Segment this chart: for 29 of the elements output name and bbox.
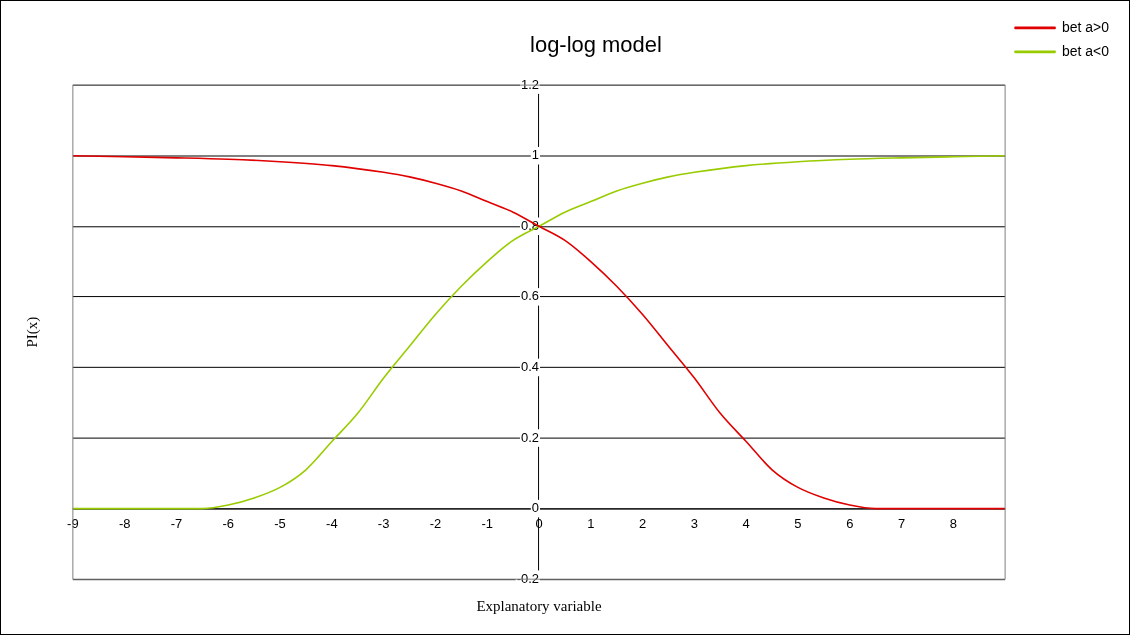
x-tick-label: 3 bbox=[690, 515, 698, 531]
legend-label: bet a>0 bbox=[1062, 18, 1110, 35]
x-tick-label: 2 bbox=[638, 515, 647, 531]
x-tick-label: 8 bbox=[949, 515, 957, 531]
y-tick-label: 0 bbox=[531, 500, 539, 516]
y-tick-label: 1 bbox=[531, 147, 539, 163]
x-tick-label: -7 bbox=[170, 515, 183, 531]
x-tick-label: 7 bbox=[897, 515, 906, 531]
y-tick-label: -0.2 bbox=[516, 570, 539, 586]
x-tick-label: 1 bbox=[587, 515, 595, 531]
x-tick-label: -4 bbox=[326, 515, 338, 531]
legend-label: bet a<0 bbox=[1062, 42, 1110, 59]
x-tick-label: 5 bbox=[794, 515, 802, 531]
y-tick-label: 1.2 bbox=[520, 76, 539, 92]
x-tick-label: -9 bbox=[67, 515, 79, 531]
y-tick-label: 0.6 bbox=[520, 288, 539, 304]
x-tick-label: 6 bbox=[846, 515, 854, 531]
y-axis-title: PI(x) bbox=[23, 316, 41, 348]
y-tick-label: 0.4 bbox=[520, 359, 539, 375]
x-tick-label: 4 bbox=[742, 515, 750, 531]
chart-title: log-log model bbox=[530, 32, 662, 58]
x-tick-label: -3 bbox=[377, 515, 390, 531]
y-tick-label: 0.2 bbox=[520, 429, 539, 445]
x-tick-label: -2 bbox=[429, 515, 442, 531]
x-tick-label: -5 bbox=[274, 515, 286, 531]
x-axis-title: Explanatory variable bbox=[476, 597, 602, 614]
x-tick-label: -8 bbox=[118, 515, 131, 531]
x-tick-label: -6 bbox=[222, 515, 235, 531]
x-tick-label: -1 bbox=[481, 515, 493, 531]
